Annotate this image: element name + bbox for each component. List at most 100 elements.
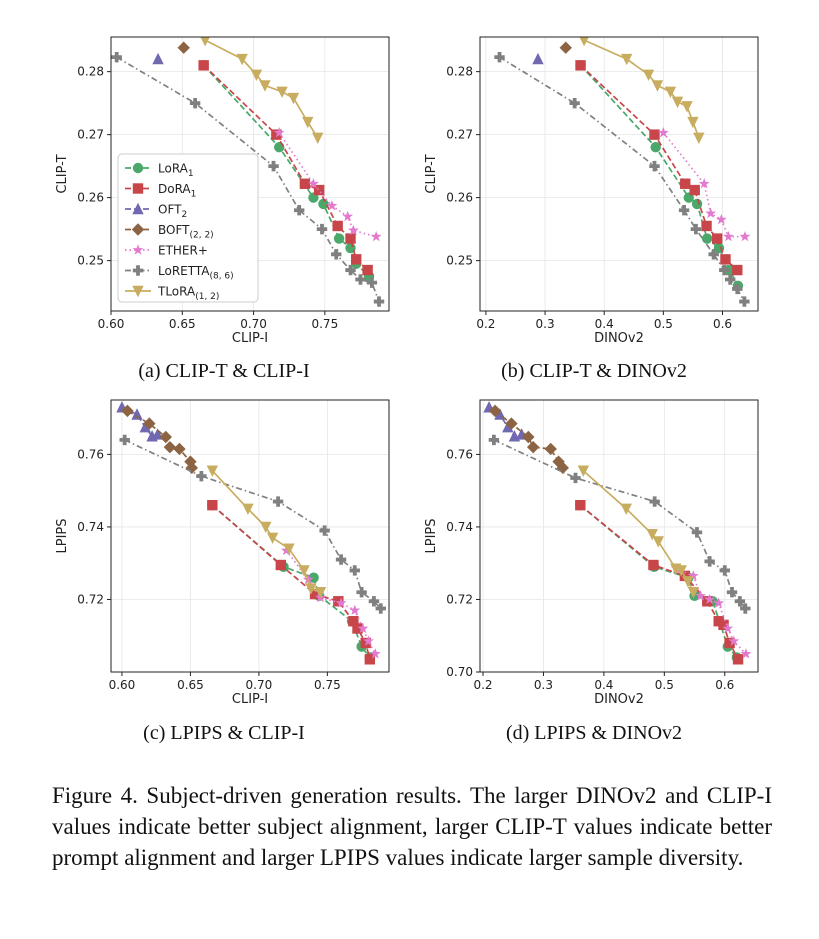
data-point-boft	[526, 440, 540, 454]
series-line-ether	[278, 132, 377, 238]
data-point-loretta	[740, 603, 751, 614]
x-axis-label: CLIP-I	[232, 331, 268, 346]
legend-label-boft: BOFT(2, 2)	[158, 223, 214, 241]
data-point-dora	[575, 499, 586, 511]
data-point-boft	[163, 440, 177, 454]
data-point-dora	[352, 623, 363, 634]
legend-label-oft: OFT2	[158, 203, 187, 221]
data-point-ether	[704, 593, 716, 605]
plot-area	[483, 401, 752, 665]
data-point-oft	[139, 421, 151, 433]
legend-marker-boft	[131, 223, 145, 236]
legend-marker-dora	[132, 183, 144, 194]
data-point-loretta	[690, 223, 702, 235]
legend-marker-ether	[132, 244, 144, 255]
data-point-loretta	[111, 51, 122, 63]
y-axis-label: CLIP-T	[55, 154, 70, 193]
data-point-lora	[308, 572, 319, 583]
data-point-loretta	[719, 264, 730, 276]
data-point-loretta	[704, 556, 715, 567]
data-point-ether	[657, 127, 669, 138]
data-point-ether	[722, 622, 734, 634]
y-tick-label: 0.28	[77, 65, 104, 79]
data-point-dora	[689, 184, 700, 196]
data-point-loretta	[734, 596, 746, 607]
data-point-tlora	[250, 69, 263, 81]
x-tick-label: 0.75	[311, 317, 338, 331]
data-point-tlora	[687, 587, 700, 599]
data-point-boft	[522, 430, 535, 444]
data-point-dora	[724, 637, 735, 649]
x-tick-label: 0.65	[177, 678, 204, 692]
data-point-dora	[680, 178, 691, 189]
data-point-tlora	[242, 503, 254, 515]
data-point-ether	[308, 178, 319, 189]
data-point-tlora	[287, 92, 300, 105]
y-tick-label: 0.76	[77, 447, 104, 461]
data-point-ether	[273, 127, 285, 138]
y-tick-label: 0.25	[446, 254, 473, 268]
data-point-loretta	[335, 554, 347, 565]
y-tick-label: 0.70	[446, 665, 473, 679]
data-point-ether	[335, 597, 347, 608]
series-line-lora	[203, 64, 370, 278]
data-point-tlora	[314, 587, 327, 599]
data-point-loretta	[725, 274, 736, 285]
data-point-dora	[732, 654, 744, 665]
x-tick-label: 0.2	[473, 678, 492, 692]
data-point-tlora	[642, 69, 655, 81]
data-point-tlora	[298, 565, 310, 577]
data-point-ether	[302, 573, 314, 585]
data-point-loretta	[368, 596, 380, 607]
x-axis-label: DINOv2	[594, 692, 644, 707]
y-tick-label: 0.25	[77, 254, 104, 268]
legend-label-tlora: TLoRA(1, 2)	[157, 285, 219, 303]
x-tick-label: 0.6	[715, 678, 734, 692]
data-point-boft	[505, 417, 518, 430]
data-point-loretta	[739, 296, 750, 307]
series-line-dora	[579, 504, 739, 660]
x-tick-label: 0.70	[246, 678, 273, 692]
data-point-oft	[152, 52, 164, 65]
x-tick-label: 0.70	[240, 317, 267, 331]
data-point-oft	[502, 421, 514, 433]
data-point-ether	[723, 230, 734, 242]
data-point-dora	[198, 60, 209, 71]
data-point-tlora	[693, 132, 705, 144]
data-point-lora	[274, 142, 285, 153]
data-point-lora	[691, 198, 703, 210]
data-point-ether	[713, 597, 725, 608]
data-point-dora	[575, 60, 586, 71]
data-point-dora	[362, 264, 373, 276]
data-point-loretta	[373, 296, 385, 307]
legend-marker-oft	[132, 202, 144, 215]
data-point-tlora	[579, 37, 589, 47]
x-tick-label: 0.4	[595, 317, 614, 331]
plot-frame	[110, 36, 390, 312]
y-axis-label: LPIPS	[424, 518, 439, 553]
series-line-dora	[203, 64, 369, 271]
y-axis-label: CLIP-T	[424, 154, 439, 193]
y-tick-label: 0.26	[77, 191, 104, 205]
data-point-dora	[275, 559, 287, 571]
data-point-ether	[280, 544, 292, 556]
data-point-loretta	[719, 565, 730, 576]
x-axis-label: DINOv2	[594, 331, 644, 346]
chart-panel-b: 0.2 0.3 0.4 0.5 0.6 0.25 0.26 0.27 0.28 DINOv2 CLI…	[424, 36, 759, 346]
data-point-loretta	[356, 587, 367, 598]
y-tick-label: 0.27	[77, 128, 104, 142]
y-tick-label: 0.72	[77, 592, 104, 606]
data-point-boft	[544, 442, 557, 456]
data-point-loretta	[488, 434, 500, 446]
data-point-tlora	[302, 116, 314, 129]
data-point-dora	[364, 654, 376, 665]
data-point-dora	[271, 129, 282, 140]
data-point-loretta	[732, 283, 743, 295]
y-tick-label: 0.74	[446, 520, 473, 534]
data-point-ether	[705, 207, 717, 218]
x-tick-label: 0.60	[109, 678, 136, 692]
data-point-tlora	[681, 101, 693, 113]
data-point-loretta	[189, 97, 201, 109]
data-point-loretta	[375, 603, 386, 614]
data-point-lora	[318, 198, 329, 210]
